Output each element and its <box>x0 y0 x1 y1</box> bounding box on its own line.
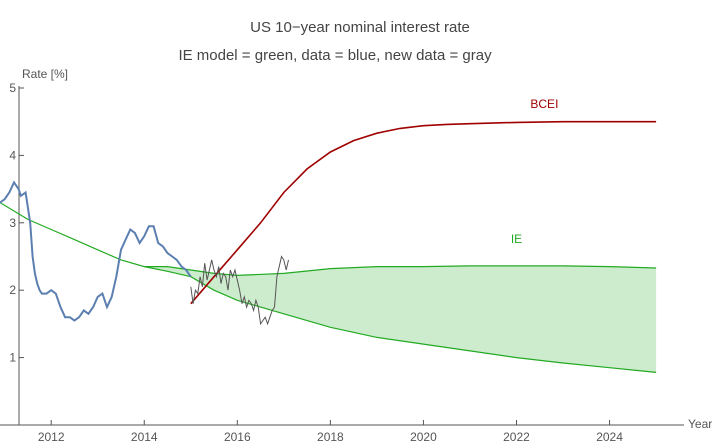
plot-area: 1 2 3 4 5 2012 2014 2016 2018 2020 2022 2024 BCEI IE <box>0 81 684 444</box>
chart-title: US 10−year nominal interest rate <box>250 19 470 36</box>
x-tick-label: 2014 <box>131 430 158 444</box>
data-line <box>0 180 192 322</box>
ie-model-lower-line <box>144 266 657 373</box>
x-tick-label: 2012 <box>38 430 65 444</box>
x-tick-label: 2016 <box>224 430 251 444</box>
x-tick-label: 2020 <box>410 430 437 444</box>
y-tick-label: 4 <box>9 148 16 162</box>
y-tick-label: 5 <box>9 81 16 95</box>
ie-model-upper-line <box>0 202 657 277</box>
bcei-series-label: BCEI <box>530 97 558 111</box>
x-tick-label: 2018 <box>317 430 344 444</box>
chart-subtitle: IE model = green, data = blue, new data … <box>178 47 492 64</box>
y-tick-label: 2 <box>9 283 16 297</box>
x-tick-label: 2024 <box>596 430 623 444</box>
x-axis-label: Year <box>688 417 712 431</box>
new-data-line <box>190 255 289 326</box>
y-tick-label: 3 <box>9 216 16 230</box>
ie-series-label: IE <box>511 232 522 246</box>
bcei-line <box>190 120 657 305</box>
ie-band <box>144 265 657 373</box>
y-tick-label: 1 <box>9 351 16 365</box>
y-axis-label: Rate [%] <box>22 67 68 81</box>
x-tick-label: 2022 <box>503 430 530 444</box>
